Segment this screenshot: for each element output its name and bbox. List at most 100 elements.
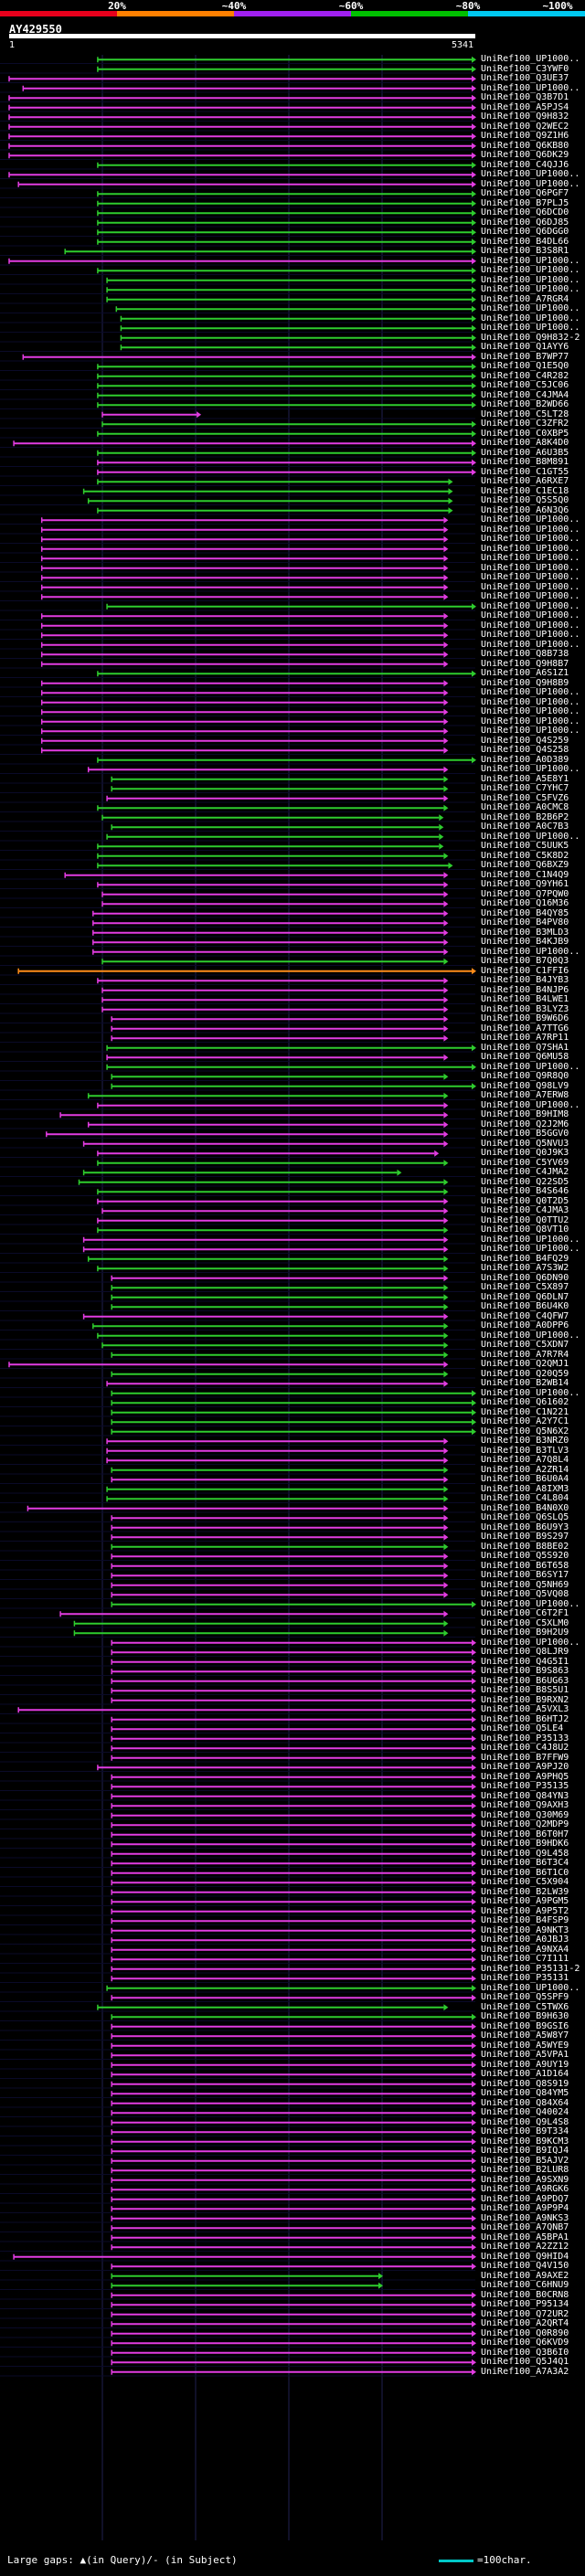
hit-label[interactable]: UniRef100_Q9YH61 [481, 879, 569, 889]
hit-label[interactable]: UniRef100_B9HIM8 [481, 1109, 569, 1119]
hit-label[interactable]: UniRef100_Q6DLN7 [481, 1291, 569, 1302]
hit-label[interactable]: UniRef100_A9UY19 [481, 2059, 569, 2070]
hit-label[interactable]: UniRef100_UP1000.. [481, 553, 580, 563]
hit-label[interactable]: UniRef100_A9SXN9 [481, 2174, 569, 2185]
hit-bar[interactable] [40, 546, 449, 553]
hit-bar[interactable] [8, 143, 476, 150]
hit-label[interactable]: UniRef100_UP1000.. [481, 764, 580, 774]
hit-label[interactable]: UniRef100_B7PLJ5 [481, 197, 569, 208]
hit-bar[interactable] [111, 1303, 449, 1310]
hit-label[interactable]: UniRef100_C1GT55 [481, 466, 569, 477]
hit-label[interactable]: UniRef100_Q6SLQ5 [481, 1512, 569, 1522]
hit-bar[interactable] [101, 1006, 449, 1013]
hit-bar[interactable] [106, 286, 476, 293]
hit-label[interactable]: UniRef100_Q84X64 [481, 2097, 569, 2108]
hit-bar[interactable] [111, 2042, 476, 2050]
hit-label[interactable]: UniRef100_UP1000.. [481, 178, 580, 189]
hit-bar[interactable] [82, 1140, 449, 1148]
hit-label[interactable]: UniRef100_B9H2U9 [481, 1627, 569, 1638]
hit-bar[interactable] [97, 1217, 449, 1224]
hit-bar[interactable] [106, 1380, 449, 1387]
hit-bar[interactable] [97, 209, 476, 217]
hit-label[interactable]: UniRef100_UP1000.. [481, 1234, 580, 1245]
hit-label[interactable]: UniRef100_A5WYE9 [481, 2040, 569, 2051]
hit-label[interactable]: UniRef100_C5XLM0 [481, 1617, 569, 1628]
hit-bar[interactable] [13, 2253, 476, 2261]
hit-bar[interactable] [111, 1399, 476, 1406]
hit-bar[interactable] [82, 488, 453, 495]
hit-bar[interactable] [111, 1725, 476, 1733]
hit-label[interactable]: UniRef100_A9NKT3 [481, 1924, 569, 1935]
hit-bar[interactable] [111, 2273, 383, 2280]
hit-bar[interactable] [17, 968, 476, 975]
hit-label[interactable]: UniRef100_Q16M36 [481, 898, 569, 908]
hit-label[interactable]: UniRef100_UP1000.. [481, 265, 580, 275]
hit-bar[interactable] [106, 1985, 476, 1992]
hit-bar[interactable] [106, 603, 476, 610]
hit-bar[interactable] [82, 1169, 402, 1176]
hit-label[interactable]: UniRef100_Q9H832-2 [481, 332, 580, 343]
hit-bar[interactable] [111, 2320, 476, 2327]
hit-bar[interactable] [97, 1265, 449, 1272]
hit-label[interactable]: UniRef100_UP1000.. [481, 82, 580, 93]
hit-label[interactable]: UniRef100_UP1000.. [481, 1244, 580, 1254]
hit-bar[interactable] [97, 1764, 476, 1771]
hit-bar[interactable] [120, 334, 476, 342]
hit-label[interactable]: UniRef100_A9PGM5 [481, 1896, 569, 1906]
hit-label[interactable]: UniRef100_A7TTG6 [481, 1023, 569, 1034]
hit-label[interactable]: UniRef100_B9GSI6 [481, 2020, 569, 2031]
hit-label[interactable]: UniRef100_Q8VT10 [481, 1224, 569, 1235]
hit-label[interactable]: UniRef100_B6U9Y3 [481, 1521, 569, 1532]
hit-bar[interactable] [64, 872, 449, 879]
hit-label[interactable]: UniRef100_B4QY85 [481, 907, 569, 918]
hit-bar[interactable] [97, 1188, 449, 1195]
hit-label[interactable]: UniRef100_Q4S259 [481, 735, 569, 746]
hit-label[interactable]: UniRef100_C6T2F1 [481, 1608, 569, 1618]
hit-label[interactable]: UniRef100_A2QRT4 [481, 2318, 569, 2328]
hit-bar[interactable] [40, 661, 449, 668]
hit-bar[interactable] [97, 373, 476, 380]
hit-label[interactable]: UniRef100_Q9L4S8 [481, 2116, 569, 2127]
hit-label[interactable]: UniRef100_Q7SHA1 [481, 1042, 569, 1053]
hit-label[interactable]: UniRef100_Q5N6X2 [481, 1426, 569, 1436]
hit-bar[interactable] [97, 219, 476, 227]
hit-label[interactable]: UniRef100_Q9R8Q0 [481, 1071, 569, 1081]
hit-label[interactable]: UniRef100_C4L804 [481, 1493, 569, 1503]
hit-label[interactable]: UniRef100_Q9H832 [481, 111, 569, 122]
hit-bar[interactable] [87, 1092, 449, 1099]
hit-label[interactable]: UniRef100_B2B6P2 [481, 811, 569, 822]
hit-label[interactable]: UniRef100_B6T1C0 [481, 1867, 569, 1878]
hit-bar[interactable] [64, 248, 476, 255]
hit-label[interactable]: UniRef100_A2Y7C1 [481, 1416, 569, 1426]
hit-bar[interactable] [92, 949, 449, 956]
hit-label[interactable]: UniRef100_C1FFI6 [481, 965, 569, 976]
hit-label[interactable]: UniRef100_C5TWX6 [481, 2001, 569, 2012]
hit-bar[interactable] [97, 190, 476, 197]
hit-label[interactable]: UniRef100_A9PHQ5 [481, 1771, 569, 1782]
hit-bar[interactable] [87, 1121, 449, 1129]
hit-label[interactable]: UniRef100_B6T658 [481, 1560, 569, 1571]
hit-label[interactable]: UniRef100_C5UUK5 [481, 841, 569, 851]
hit-bar[interactable] [87, 766, 449, 773]
hit-bar[interactable] [40, 708, 449, 716]
hit-bar[interactable] [106, 296, 476, 303]
hit-bar[interactable] [111, 1870, 476, 1877]
hit-label[interactable]: UniRef100_Q30M69 [481, 1809, 569, 1820]
hit-bar[interactable] [111, 2339, 476, 2347]
hit-bar[interactable] [111, 1735, 476, 1743]
hit-label[interactable]: UniRef100_UP1000.. [481, 534, 580, 544]
hit-label[interactable]: UniRef100_B4PV80 [481, 917, 569, 928]
hit-bar[interactable] [97, 2004, 449, 2011]
hit-bar[interactable] [111, 1850, 476, 1858]
hit-bar[interactable] [97, 267, 476, 274]
hit-label[interactable]: UniRef100_Q72UR2 [481, 2308, 569, 2319]
hit-label[interactable]: UniRef100_B9S863 [481, 1666, 569, 1676]
hit-bar[interactable] [111, 1994, 476, 2001]
hit-bar[interactable] [101, 411, 202, 419]
hit-bar[interactable] [40, 565, 449, 572]
hit-label[interactable]: UniRef100_B7Q0Q3 [481, 956, 569, 966]
hit-bar[interactable] [40, 593, 449, 600]
hit-bar[interactable] [111, 1668, 476, 1675]
hit-label[interactable]: UniRef100_B9W6D6 [481, 1013, 569, 1023]
hit-label[interactable]: UniRef100_UP1000.. [481, 687, 580, 697]
